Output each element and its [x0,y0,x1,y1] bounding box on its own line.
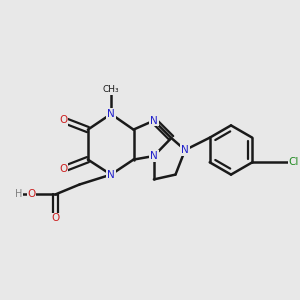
Text: O: O [59,115,67,125]
Text: N: N [181,145,189,155]
Text: N: N [107,169,115,180]
Text: N: N [150,151,158,161]
Text: CH₃: CH₃ [103,85,119,94]
Text: O: O [27,189,36,200]
Text: O: O [59,164,67,174]
Text: N: N [107,109,115,119]
Text: Cl: Cl [288,157,299,167]
Text: O: O [51,213,60,224]
Text: H: H [15,189,22,200]
Text: N: N [150,116,158,126]
